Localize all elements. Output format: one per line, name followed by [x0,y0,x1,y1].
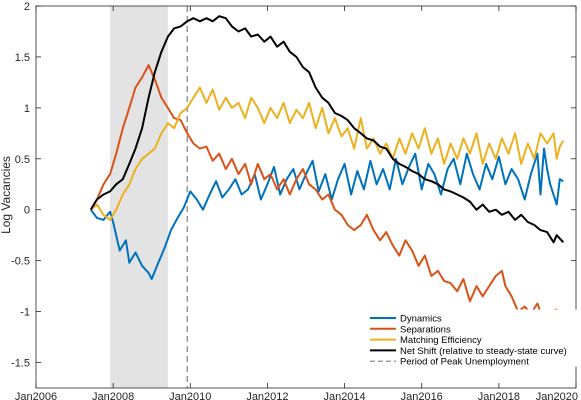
axes-box [35,5,577,389]
legend-label: Matching Efficiency [400,335,482,346]
y-tick-label: -0.5 [11,256,30,268]
y-tick-label: 2 [24,1,30,13]
x-tick-label: Jan2012 [246,391,288,400]
axes-layer: -1.5 -1 -0.5 0 0.5 1 1.5 2 Jan2006 Jan2008 Jan2010… [11,1,578,400]
y-tick-label: -1 [20,307,30,319]
series-layer [89,15,565,343]
shaded-region-layer [110,6,168,388]
x-tick-label: Jan2014 [323,391,365,400]
y-tick-label: 0.5 [15,154,30,166]
series-line-net [89,15,565,244]
legend-box [365,309,577,367]
x-tick-label: Jan2008 [92,391,134,400]
y-tick-label: 1.5 [15,52,30,64]
legend-label: Period of Peak Unemployment [400,357,529,368]
legend-label: Separations [400,324,451,335]
series-line-matching [90,86,565,221]
y-tick-label: 0 [24,205,30,217]
y-axis-title: Log Vacancies [0,156,13,234]
legend-label: Net Shift (relative to steady-state curv… [400,346,567,357]
legend-label: Dynamics [400,314,442,325]
series-line-dynamics [89,147,564,280]
y-tick-label: -1.5 [11,358,30,370]
x-tick-label: Jan2018 [478,391,520,400]
x-tick-label: Jan2010 [169,391,211,400]
shaded-region [110,6,168,388]
y-tick-label: 1 [24,103,30,115]
x-tick-label: Jan2016 [401,391,443,400]
series-line-separations [89,64,565,343]
x-tick-label: Jan2020 [536,391,578,400]
x-tick-label: Jan2006 [15,391,57,400]
